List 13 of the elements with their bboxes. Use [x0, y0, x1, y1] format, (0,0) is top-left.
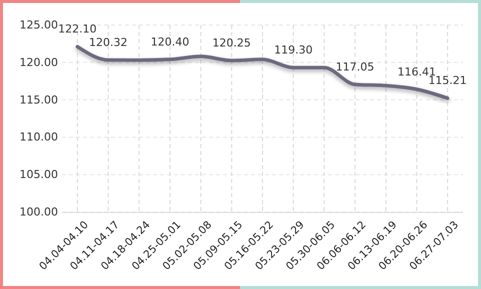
- y-tick-label: 120.00: [20, 56, 58, 69]
- y-tick-label: 110.00: [20, 130, 58, 144]
- data-label: 120.40: [150, 35, 190, 48]
- y-tick-label: 115.00: [20, 93, 58, 106]
- data-label: 115.21: [428, 74, 467, 88]
- data-label: 120.25: [212, 36, 251, 50]
- y-tick-label: 105.00: [20, 168, 58, 182]
- data-label: 117.05: [336, 60, 374, 74]
- data-label: 120.32: [89, 36, 128, 50]
- y-tick-label: 125.00: [20, 18, 58, 32]
- data-label: 122.10: [58, 22, 97, 36]
- y-tick-label: 100.00: [20, 206, 58, 219]
- data-label: 119.30: [274, 44, 313, 57]
